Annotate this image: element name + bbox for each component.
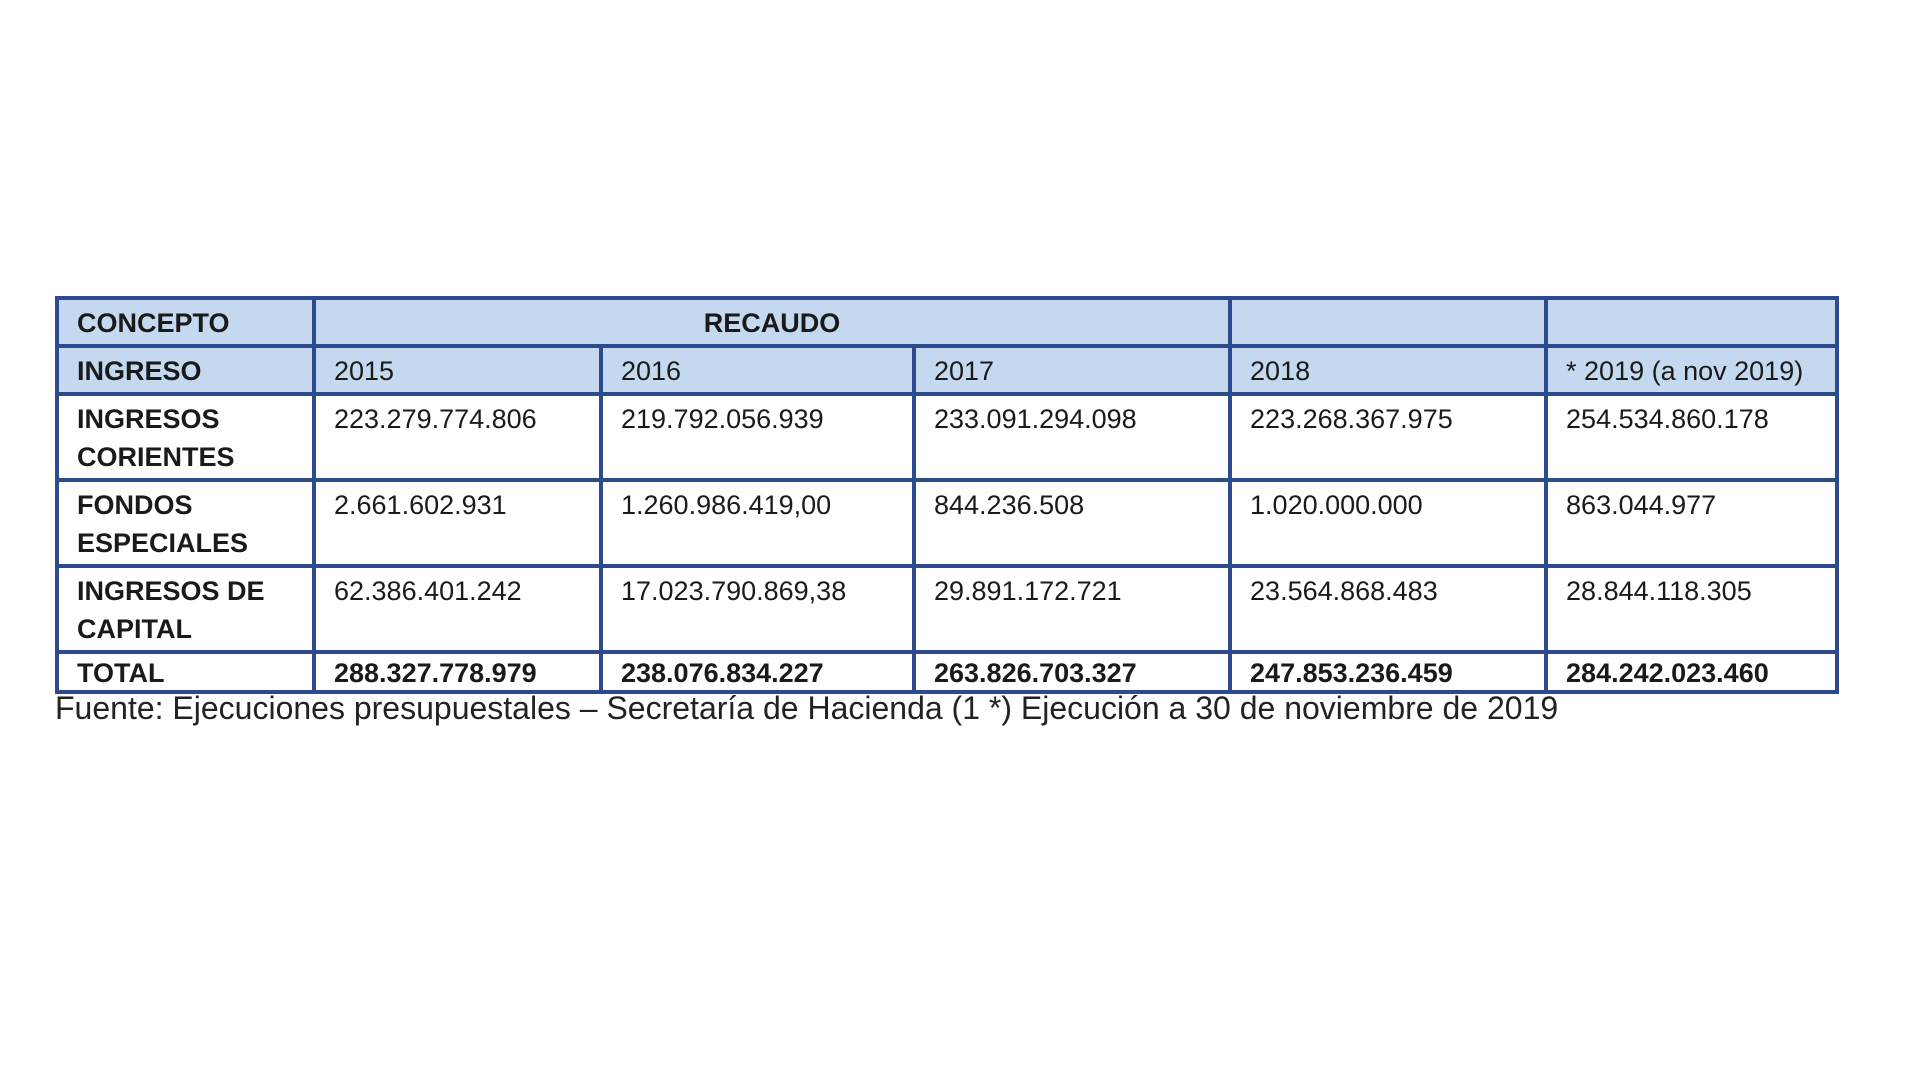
header-year-2018: 2018: [1228, 344, 1549, 396]
table-cell: 863.044.977: [1544, 478, 1840, 568]
header-year-2019: * 2019 (a nov 2019): [1544, 344, 1840, 396]
table-cell: 2.661.602.931: [312, 478, 603, 568]
table-row-total: TOTAL 288.327.778.979 238.076.834.227 26…: [55, 650, 1840, 694]
table-cell: 233.091.294.098: [911, 392, 1233, 482]
header-ingreso: INGRESO: [55, 344, 316, 396]
row-label: FONDOS ESPECIALES: [55, 478, 316, 568]
header-recaudo: RECAUDO: [311, 296, 1233, 348]
table-row-fondos-especiales: FONDOS ESPECIALES 2.661.602.931 1.260.98…: [55, 478, 1840, 568]
total-cell: 238.076.834.227: [599, 650, 916, 694]
recaudo-table-container: CONCEPTO RECAUDO INGRESO 2015 2016 2017 …: [55, 296, 1840, 694]
row-label-line: INGRESOS: [77, 404, 220, 434]
table-row-ingresos-de-capital: INGRESOS DE CAPITAL 62.386.401.242 17.02…: [55, 564, 1840, 654]
row-label: INGRESOS DE CAPITAL: [55, 564, 316, 654]
header-blank-cell: [1228, 296, 1549, 348]
table-cell: 17.023.790.869,38: [599, 564, 916, 654]
row-label-line: FONDOS: [77, 490, 193, 520]
header-year-2017: 2017: [911, 344, 1233, 396]
table-cell: 844.236.508: [911, 478, 1233, 568]
row-label-line: ESPECIALES: [77, 528, 249, 558]
recaudo-table: CONCEPTO RECAUDO INGRESO 2015 2016 2017 …: [55, 296, 1840, 694]
total-cell: 247.853.236.459: [1228, 650, 1549, 694]
table-cell: 23.564.868.483: [1228, 564, 1549, 654]
row-label-line: CAPITAL: [77, 614, 192, 644]
table-cell: 29.891.172.721: [911, 564, 1233, 654]
header-concepto: CONCEPTO: [55, 296, 316, 348]
header-year-2016: 2016: [599, 344, 916, 396]
total-cell: 288.327.778.979: [312, 650, 603, 694]
table-cell: 223.279.774.806: [312, 392, 603, 482]
header-blank-cell: [1544, 296, 1840, 348]
header-row-years: INGRESO 2015 2016 2017 2018 * 2019 (a no…: [55, 344, 1840, 396]
table-cell: 1.260.986.419,00: [599, 478, 916, 568]
table-cell: 219.792.056.939: [599, 392, 916, 482]
total-cell: 284.242.023.460: [1544, 650, 1840, 694]
row-label-line: INGRESOS DE: [77, 576, 265, 606]
header-year-2015: 2015: [312, 344, 603, 396]
table-row-ingresos-corientes: INGRESOS CORIENTES 223.279.774.806 219.7…: [55, 392, 1840, 482]
total-cell: 263.826.703.327: [911, 650, 1233, 694]
row-label: INGRESOS CORIENTES: [55, 392, 316, 482]
table-cell: 1.020.000.000: [1228, 478, 1549, 568]
table-cell: 223.268.367.975: [1228, 392, 1549, 482]
total-label: TOTAL: [55, 650, 316, 694]
table-cell: 28.844.118.305: [1544, 564, 1840, 654]
header-row-concepto: CONCEPTO RECAUDO: [55, 296, 1840, 348]
row-label-line: CORIENTES: [77, 442, 235, 472]
source-note: Fuente: Ejecuciones presupuestales – Sec…: [55, 690, 1559, 726]
table-cell: 254.534.860.178: [1544, 392, 1840, 482]
table-cell: 62.386.401.242: [312, 564, 603, 654]
